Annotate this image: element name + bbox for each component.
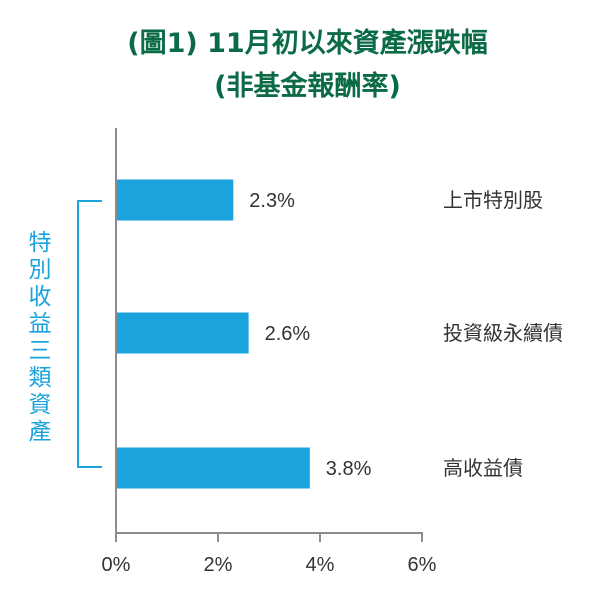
category-label-2: 高收益債 xyxy=(443,456,523,480)
bar-value-label-2: 3.8% xyxy=(326,458,372,480)
bar-0 xyxy=(116,179,234,221)
bracket-label: 特別收益三類資產 xyxy=(29,230,52,445)
category-label-1: 投資級永續債 xyxy=(443,321,563,345)
bracket-annotation: 特別收益三類資產 xyxy=(29,200,102,468)
chart-title-line-2: (非基金報酬率) xyxy=(214,71,401,102)
x-tick-label-3: 6% xyxy=(408,554,437,576)
bracket-line xyxy=(77,200,102,468)
bar-value-label-0: 2.3% xyxy=(249,190,295,212)
x-tick-label-0: 0% xyxy=(102,554,131,576)
bar-2 xyxy=(116,447,310,489)
x-tick-label-1: 2% xyxy=(204,554,233,576)
category-label-0: 上市特別股 xyxy=(443,188,543,212)
labels: 2.3% 上市特別股 2.6% 投資級永續債 3.8% 高收益債 0% 2% 4% 6% xyxy=(102,188,563,576)
axes xyxy=(115,128,423,542)
chart-title-line-1: (圖1) 11月初以來資產漲跌幅 xyxy=(127,28,488,59)
x-tick-label-2: 4% xyxy=(306,554,335,576)
bar-value-label-1: 2.6% xyxy=(265,323,311,345)
bar-1 xyxy=(116,312,249,354)
bars xyxy=(116,179,310,489)
